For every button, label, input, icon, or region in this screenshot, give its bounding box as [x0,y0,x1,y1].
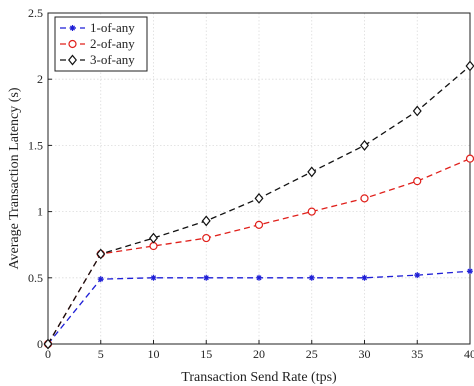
x-tick-label: 30 [359,347,371,361]
y-tick-label: 2 [37,72,43,86]
data-point [202,233,211,243]
y-tick-label: 0.5 [28,271,43,285]
data-point [467,268,473,275]
y-tick-label: 1 [37,205,43,219]
y-axis-label: Average Transaction Latency (s) [7,87,22,269]
data-point [149,232,158,244]
data-point [256,274,262,281]
data-point [149,241,158,251]
legend-item: 1-of-any [60,20,135,35]
legend-item: 3-of-any [60,52,135,67]
data-point [307,166,317,178]
data-point [150,274,157,281]
data-point [96,248,106,260]
legend-label: 1-of-any [90,20,135,35]
data-point [69,25,76,31]
legend-label: 3-of-any [90,52,135,67]
x-axis-label: Transaction Send Rate (tps) [181,370,337,385]
data-point [360,194,369,203]
series-3-of-any [43,60,474,350]
axis-ticks: 0 5 10 15 20 25 30 35 40 0 0.5 1 1.5 2 2.5 [28,6,474,361]
data-point [465,60,474,72]
data-point [465,154,474,163]
legend-item: 2-of-any [60,36,135,51]
series-1-of-any [45,268,473,347]
data-point [97,276,104,283]
y-tick-label: 1.5 [28,138,43,152]
data-point [43,338,53,350]
data-point [203,274,210,281]
data-point [68,39,77,49]
data-point [201,215,211,227]
y-tick-label: 0 [37,337,43,351]
series-group [43,60,474,350]
data-point [307,207,316,216]
x-tick-label: 15 [200,347,212,361]
data-point [68,54,77,66]
data-point [413,177,422,186]
x-tick-label: 10 [148,347,160,361]
x-tick-label: 0 [45,347,51,361]
x-tick-label: 35 [411,347,423,361]
data-point [414,272,421,279]
data-point [254,220,264,229]
x-tick-label: 5 [98,347,104,361]
legend-label: 2-of-any [90,36,135,51]
data-point [254,192,264,204]
data-point [361,274,368,281]
y-tick-label: 2.5 [28,6,43,20]
data-point [412,105,422,117]
data-point [308,274,315,281]
x-tick-label: 40 [464,347,474,361]
x-tick-label: 25 [306,347,318,361]
data-point [360,139,369,151]
x-tick-label: 20 [253,347,265,361]
